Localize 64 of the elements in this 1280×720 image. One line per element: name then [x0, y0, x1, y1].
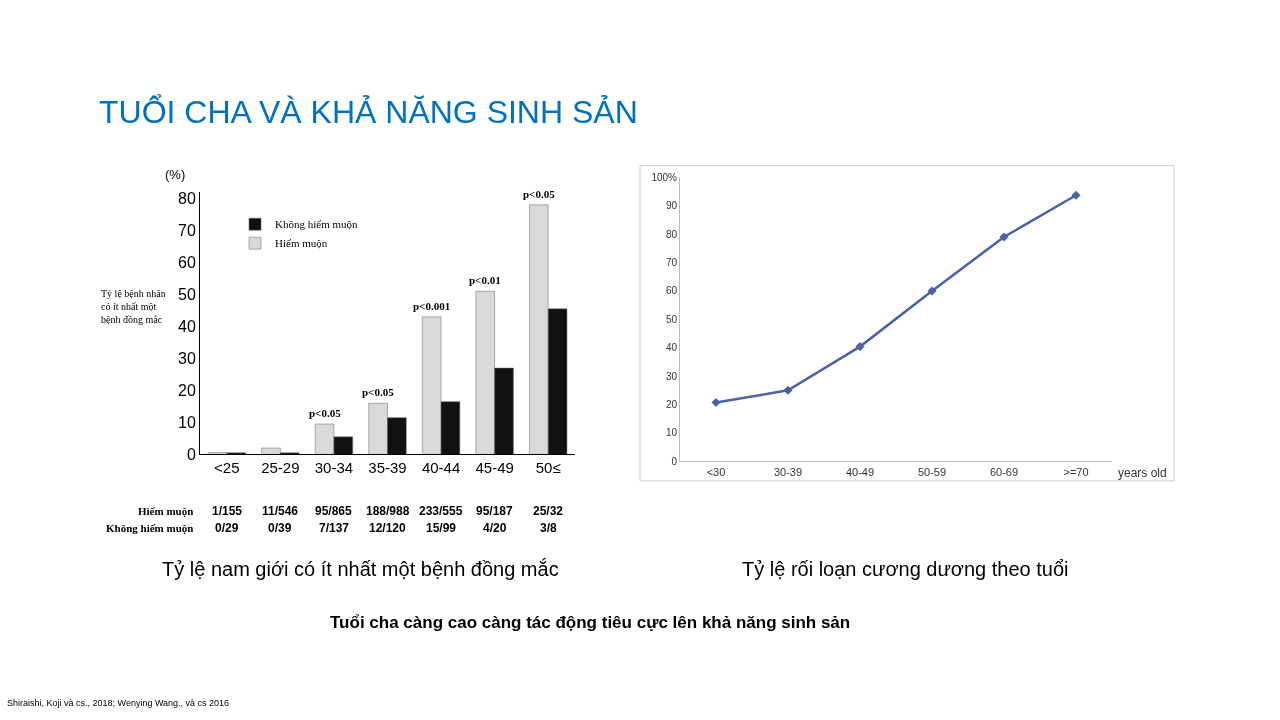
- text: Tỷ lệ rối loạn cương dương theo tuổi: [742, 558, 1069, 580]
- text: (%): [165, 167, 186, 182]
- x-tick-label: >=70: [1063, 465, 1089, 478]
- y-tick-label: 50: [178, 286, 196, 304]
- y-tick-label: 40: [665, 342, 678, 354]
- text: Tuổi cha càng cao càng tác động tiêu cực lên khả năng sinh sản: [330, 613, 851, 632]
- y-tick-label: 30: [665, 370, 678, 382]
- y-tick-label: 70: [665, 257, 678, 269]
- text: 95/865: [315, 504, 353, 518]
- y-tick-label: 10: [665, 427, 678, 439]
- y-tick-label: 50: [665, 313, 678, 325]
- annotation: p<0.05: [523, 188, 556, 200]
- y-tick-label: 30: [178, 350, 196, 368]
- text: 7/137: [319, 521, 350, 535]
- x-tick-label: 60-69: [989, 465, 1019, 478]
- text: Tỷ lệ nam giới có ít nhất một bệnh đồng mắc: [162, 558, 559, 580]
- text: 4/20: [483, 521, 507, 535]
- y-tick-label: 60: [178, 254, 196, 272]
- text: 15/99: [426, 521, 457, 535]
- x-tick-label: 50-59: [917, 465, 947, 478]
- y-tick-label: 20: [178, 382, 196, 400]
- annotation: p<0.05: [309, 407, 342, 419]
- y-tick-label: 0: [186, 446, 196, 464]
- y-tick-label: 0: [671, 455, 678, 467]
- text: 1/155: [212, 504, 243, 518]
- x-tick-label: <30: [706, 465, 726, 478]
- x-tick-label: 30-34: [314, 459, 354, 477]
- y-tick-label: 40: [178, 318, 196, 336]
- text: Không hiếm muộn: [106, 522, 194, 534]
- chart-title: TUỔI CHA VÀ KHẢ NĂNG SINH SẢN: [99, 94, 638, 130]
- y-tick-label: 80: [665, 228, 678, 240]
- text: 25/32: [533, 504, 564, 518]
- legend-label: Hiếm muộn: [275, 237, 328, 250]
- x-tick-label: 45-49: [475, 459, 514, 477]
- x-tick-label: 40-44: [421, 459, 461, 477]
- annotation: p<0.01: [469, 274, 501, 286]
- text: 233/555: [419, 504, 463, 518]
- annotation: p<0.001: [413, 300, 451, 312]
- x-tick-label: <25: [214, 459, 240, 477]
- y-tick-label: 70: [178, 222, 196, 240]
- annotation: p<0.05: [362, 386, 395, 398]
- y-tick-label: 20: [665, 399, 678, 411]
- text: 188/988: [366, 504, 410, 518]
- y-tick-label: 60: [665, 285, 678, 297]
- legend-label: Không hiếm muộn: [275, 218, 358, 231]
- text: 0/39: [268, 521, 292, 535]
- text: 3/8: [540, 521, 558, 535]
- x-tick-label: 40-49: [845, 465, 875, 478]
- text: Hiếm muộn: [138, 505, 194, 517]
- x-tick-label: 50≤: [535, 459, 561, 477]
- text: 11/546: [262, 504, 299, 518]
- y-tick-label: 10: [178, 414, 196, 432]
- y-axis-title: Tỷ lệ bệnh nhân có ít nhất một bệnh đồng mắc: [101, 288, 166, 325]
- text: 12/120: [369, 521, 407, 535]
- text: 95/187: [476, 504, 514, 518]
- y-tick-label: 100%: [651, 171, 678, 183]
- y-tick-label: 80: [178, 190, 196, 208]
- text: Shiraishi, Koji và cs., 2018; Wenying Wang., và cs 2016: [7, 698, 230, 708]
- x-axis-title: years old: [1118, 466, 1167, 480]
- x-tick-label: 25-29: [261, 459, 300, 477]
- y-tick-label: 90: [665, 200, 678, 212]
- x-tick-label: 30-39: [773, 465, 803, 478]
- x-tick-label: 35-39: [368, 459, 407, 477]
- text: 0/29: [215, 521, 239, 535]
